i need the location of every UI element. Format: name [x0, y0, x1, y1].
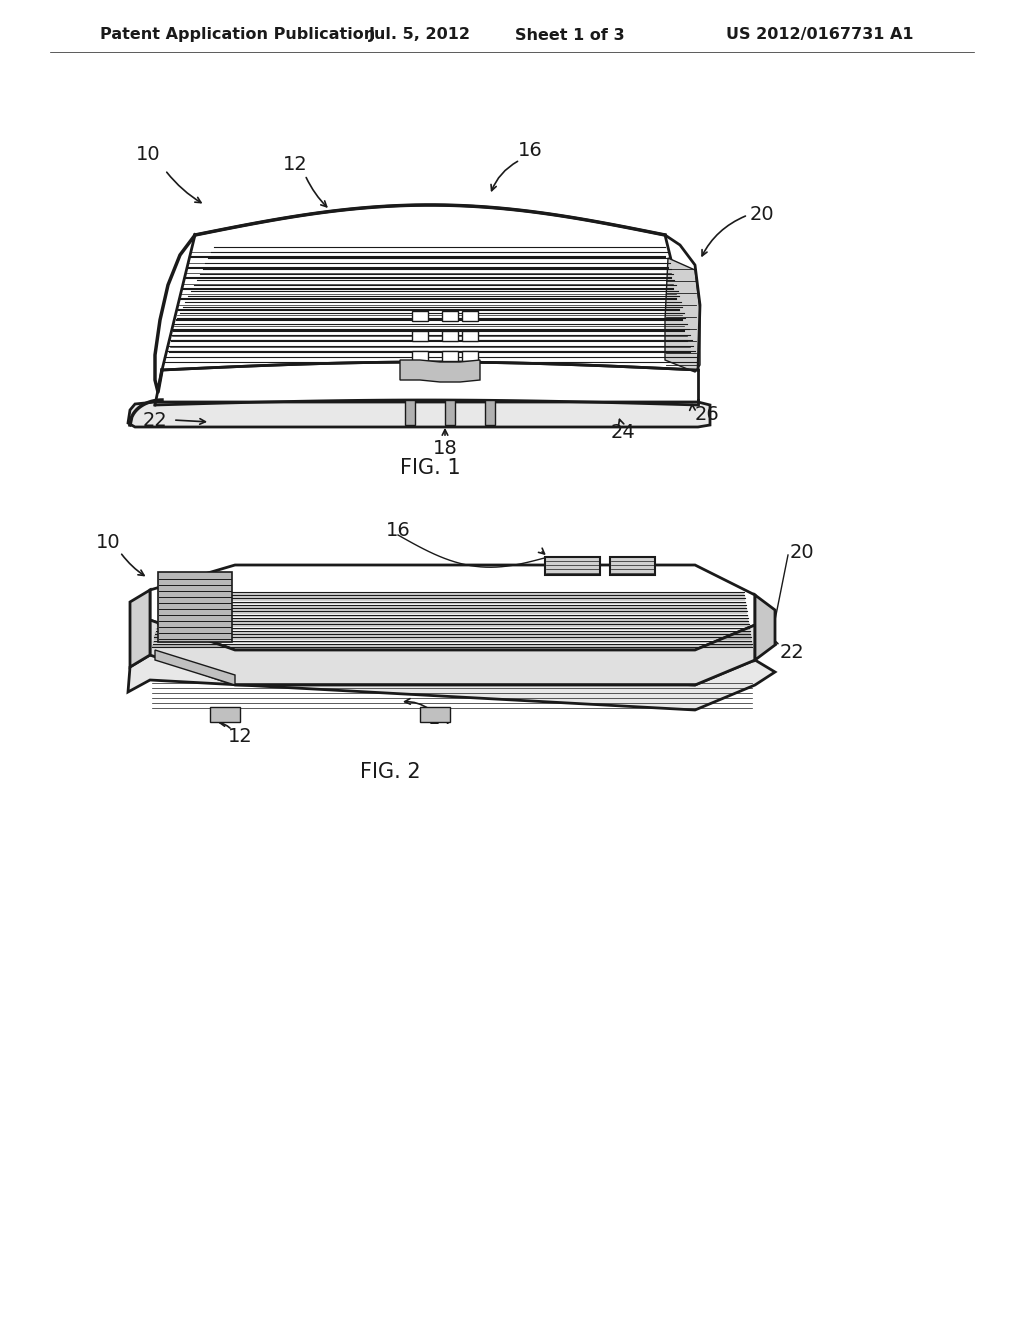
Text: 10: 10 — [95, 532, 120, 552]
Bar — [445, 400, 455, 425]
Polygon shape — [755, 595, 775, 660]
Bar — [442, 312, 458, 321]
Text: 12: 12 — [283, 156, 307, 174]
Text: 26: 26 — [695, 405, 720, 425]
Bar — [420, 708, 450, 722]
Text: 18: 18 — [432, 438, 458, 458]
Polygon shape — [400, 360, 480, 381]
Bar — [412, 331, 428, 341]
Text: Sheet 1 of 3: Sheet 1 of 3 — [515, 28, 625, 42]
Bar — [442, 351, 458, 360]
Polygon shape — [150, 565, 755, 649]
Text: 22: 22 — [142, 411, 167, 429]
Text: FIG. 2: FIG. 2 — [359, 762, 420, 781]
Bar — [462, 331, 478, 341]
Bar — [406, 400, 415, 425]
Text: A: A — [551, 573, 565, 591]
Text: FIG. 1: FIG. 1 — [399, 458, 461, 478]
Bar — [442, 331, 458, 341]
Text: 10: 10 — [136, 145, 161, 165]
Text: 20: 20 — [750, 206, 774, 224]
Text: 12: 12 — [227, 727, 252, 747]
Polygon shape — [158, 572, 232, 642]
Text: A: A — [203, 626, 217, 644]
Polygon shape — [155, 649, 234, 685]
Bar — [462, 312, 478, 321]
Text: US 2012/0167731 A1: US 2012/0167731 A1 — [726, 28, 913, 42]
Polygon shape — [128, 655, 775, 710]
Text: 20: 20 — [790, 543, 815, 561]
Polygon shape — [150, 620, 755, 685]
Bar — [412, 312, 428, 321]
Bar — [210, 708, 240, 722]
Bar — [462, 351, 478, 360]
Polygon shape — [128, 403, 710, 426]
Text: Jul. 5, 2012: Jul. 5, 2012 — [369, 28, 471, 42]
Text: 16: 16 — [517, 140, 543, 160]
Bar — [610, 557, 655, 576]
Polygon shape — [130, 590, 150, 667]
Bar — [485, 400, 495, 425]
Bar — [412, 351, 428, 360]
Text: 16: 16 — [386, 520, 411, 540]
Text: 14: 14 — [428, 709, 453, 727]
Text: 24: 24 — [610, 422, 635, 441]
Bar — [545, 557, 600, 576]
Polygon shape — [665, 257, 700, 372]
Text: 22: 22 — [780, 643, 805, 661]
Text: Patent Application Publication: Patent Application Publication — [100, 28, 375, 42]
Polygon shape — [162, 205, 698, 370]
